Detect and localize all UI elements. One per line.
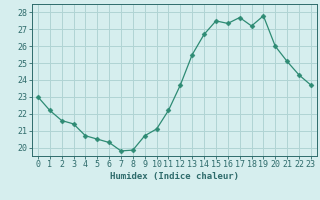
X-axis label: Humidex (Indice chaleur): Humidex (Indice chaleur) (110, 172, 239, 181)
